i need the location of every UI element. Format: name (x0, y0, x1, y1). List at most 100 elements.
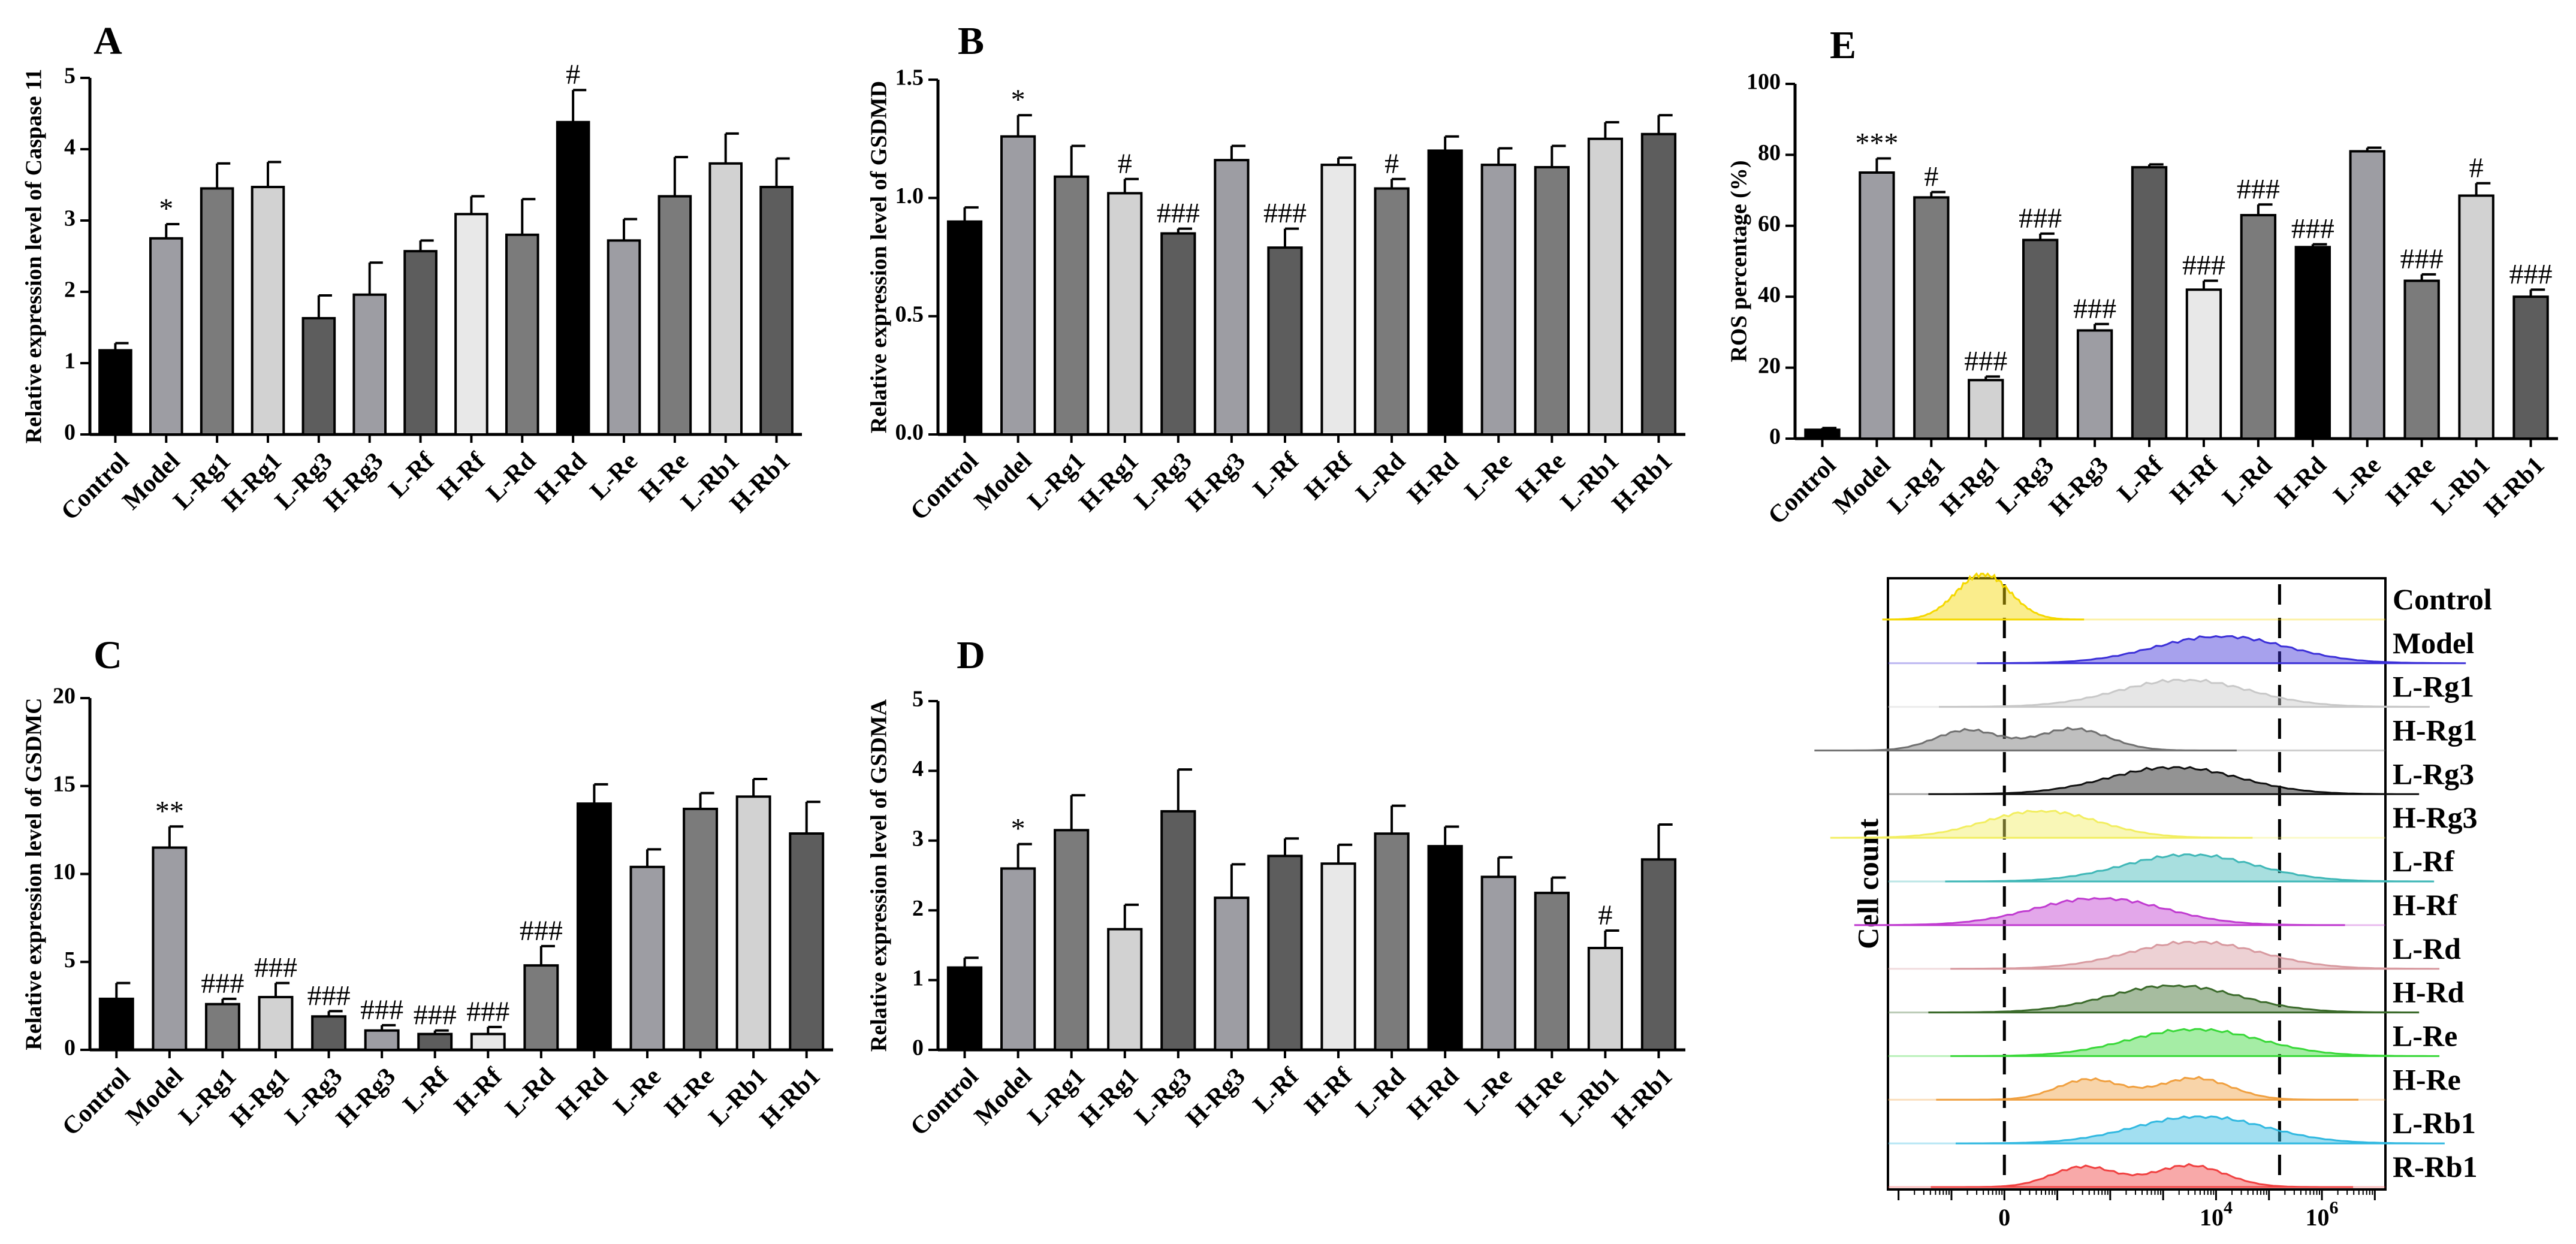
x-tick-label: H-Rd (551, 1062, 613, 1124)
x-tick-label: H-Rb1 (1607, 447, 1678, 518)
x-tick-label: H-Rg3 (1181, 447, 1251, 517)
y-tick-label: 15 (53, 771, 76, 796)
significance-marker: ### (1263, 198, 1307, 230)
y-tick-label: 4 (64, 135, 76, 160)
bar-h-re (1534, 166, 1570, 436)
bar-h-rg1 (1107, 928, 1143, 1052)
x-tick-label: H-Rf (432, 447, 491, 506)
bar-control (1804, 428, 1841, 440)
x-tick-label: L-Rb1 (2426, 451, 2495, 520)
x-tick-label: L-Rg3 (1129, 1062, 1197, 1130)
x-tick-label: H-Rd (1402, 1062, 1464, 1124)
x-tick-label: 104 (2200, 1198, 2233, 1231)
panel-label: A (93, 19, 122, 63)
significance-marker: ### (2509, 258, 2553, 290)
x-tick-label: H-Rf (449, 1062, 508, 1121)
x-tick-label: L-Rf (398, 1062, 454, 1119)
group-label: R-Rb1 (2393, 1150, 2478, 1183)
x-axis: 0 104 106 (1898, 1189, 2376, 1231)
significance-marker: ### (2291, 213, 2334, 245)
y-tick-label: 20 (53, 684, 76, 709)
x-tick-label: Model (969, 447, 1037, 515)
y-tick-label: 0.5 (895, 301, 924, 327)
histogram-model (1977, 635, 2466, 665)
significance-marker: ** (155, 795, 184, 827)
significance-marker: * (159, 193, 173, 225)
bar-h-rb1 (759, 186, 794, 436)
y-tick-label: 10 (53, 859, 76, 884)
y-tick-label: 5 (912, 687, 924, 712)
bar-model (152, 846, 188, 1051)
panel-label: E (1830, 23, 1856, 67)
group-label: L-Rb1 (2393, 1106, 2476, 1140)
x-tick-label: L-Re (1459, 1062, 1518, 1121)
x-tick-label: H-Rb1 (2479, 451, 2550, 522)
bar-l-re (1480, 875, 1516, 1051)
significance-marker: ### (307, 980, 351, 1011)
y-tick-label: 1 (64, 349, 76, 374)
significance-marker: ### (254, 952, 297, 983)
x-tick-label: L-Re (585, 447, 643, 505)
x-tick-label: L-Re (2328, 451, 2387, 509)
histogram-h-rg3 (1830, 810, 2253, 839)
flow-histogram-panel: Cell count Control Model L-Rg1 H-Rg1 L-Rg3 H-R… (1814, 572, 2492, 1231)
x-tick-label: L-Re (1459, 447, 1518, 505)
x-tick-label: L-Rg1 (1022, 1062, 1090, 1130)
significance-marker: # (1118, 148, 1132, 180)
bar-l-rg3 (301, 317, 336, 436)
x-tick-label: H-Rf (1299, 447, 1358, 506)
group-label: L-Re (2393, 1019, 2457, 1052)
bar-control (98, 349, 132, 436)
histogram-r-rb1 (1931, 1163, 2354, 1188)
y-axis-title: Relative expression level of GSDMD (867, 81, 892, 433)
bar-h-rf (1320, 164, 1356, 436)
y-tick-label: 100 (1747, 70, 1781, 95)
x-tick-label: H-Rg3 (1181, 1062, 1251, 1133)
bar-l-rf (1267, 246, 1303, 436)
significance-marker: * (1011, 813, 1025, 845)
x-tick-label: H-Rg1 (217, 447, 287, 517)
group-label: L-Rd (2393, 932, 2461, 965)
x-tick-label: H-Rb1 (755, 1062, 825, 1133)
bar-l-rg1 (200, 187, 234, 436)
bar-model (1000, 135, 1036, 436)
bar-h-re (657, 195, 692, 436)
y-axis-title: Relative expression level of GSDMA (867, 699, 892, 1052)
histogram-l-rb1 (1956, 1115, 2445, 1145)
bar-l-rf (1267, 855, 1303, 1051)
x-tick-label: Model (120, 1062, 188, 1130)
x-tick-label: H-Rg3 (319, 447, 389, 517)
bar-l-rg3 (311, 1015, 347, 1051)
y-tick-label: 0 (1769, 424, 1781, 449)
y-tick-label: 0 (912, 1035, 924, 1061)
bar-h-rb1 (2512, 295, 2549, 440)
y-tick-label: 1 (912, 965, 924, 991)
y-tick-label: 60 (1758, 212, 1781, 237)
group-label: H-Rd (2393, 976, 2465, 1009)
significance-marker: # (2469, 152, 2484, 184)
y-axis-title: Relative expression level of GSDMC (22, 698, 47, 1050)
y-tick-label: 3 (64, 206, 76, 231)
bar-chart-D: D 0 1 2 3 4 5 Relative expression level of GSDM… (867, 633, 1685, 1141)
histogram-l-rd (1950, 940, 2440, 970)
bar-model (149, 237, 183, 436)
y-tick-label: 5 (64, 64, 76, 89)
group-label: Model (2393, 626, 2474, 660)
significance-marker: ### (2400, 243, 2444, 275)
bar-l-rb1 (2458, 194, 2494, 440)
bar-h-rg3 (352, 293, 387, 436)
y-axis-title: Relative expression level of Caspase 11 (22, 69, 47, 443)
bar-h-rb1 (789, 832, 825, 1051)
bar-h-rd (1427, 149, 1463, 436)
x-tick-label: H-Rd (1402, 447, 1464, 509)
x-tick-label: H-Rf (1299, 1062, 1358, 1121)
panel-label: D (957, 633, 985, 677)
group-label: L-Rg3 (2393, 757, 2474, 790)
bar-h-rd (576, 802, 612, 1051)
x-tick-label: H-Rf (2165, 451, 2224, 510)
histogram-h-rf (1854, 897, 2345, 926)
x-tick-label: L-Rd (2218, 451, 2278, 511)
x-tick-label: L-Re (608, 1062, 666, 1121)
